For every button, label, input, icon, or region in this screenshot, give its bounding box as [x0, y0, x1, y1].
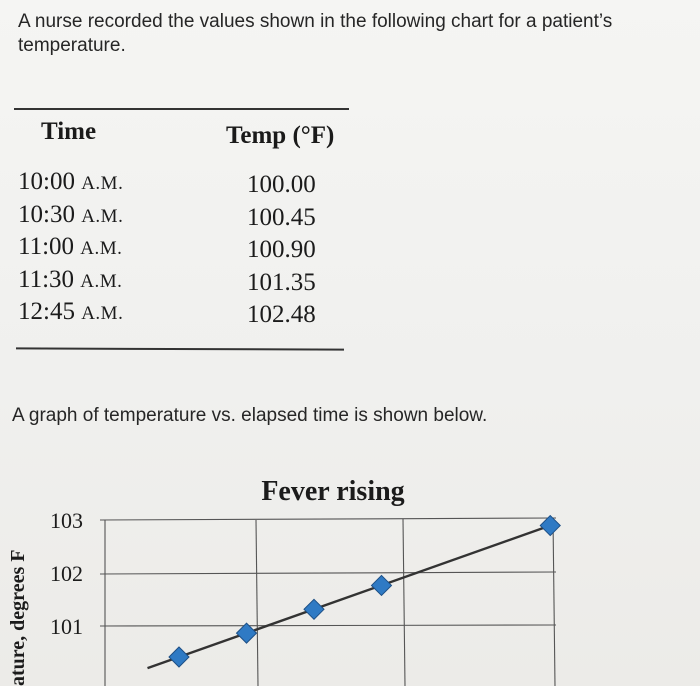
data-point-marker	[303, 598, 325, 621]
temperature-table: Time Temp (°F) 10:00 A.M. 100.00 10:30 A…	[14, 108, 349, 353]
row-temp: 100.90	[247, 236, 316, 263]
gridline-horizontal	[99, 571, 557, 575]
table-top-rule	[14, 108, 349, 110]
table-row: 11:30 A.M. 101.35	[18, 266, 348, 299]
row-time: 12:45	[18, 298, 75, 325]
gridline-horizontal	[99, 624, 557, 627]
gridline-right	[552, 517, 556, 686]
chart-title: Fever rising	[261, 476, 404, 507]
row-time: 11:00	[18, 233, 75, 260]
trend-line	[147, 522, 558, 670]
fever-chart: Fever rising ature, degrees F 103 102 10…	[7, 476, 561, 686]
y-tick-label: 103	[50, 508, 83, 533]
gridline-top	[99, 517, 557, 521]
data-point-marker	[370, 574, 393, 597]
row-temp: 101.35	[247, 268, 316, 296]
table-row: 11:00 A.M. 100.90	[18, 233, 348, 266]
row-time: 10:00	[18, 168, 75, 195]
data-point-marker	[168, 646, 190, 668]
data-point-marker	[235, 622, 258, 644]
table-bottom-rule	[15, 347, 345, 351]
table-rows: 10:00 A.M. 100.00 10:30 A.M. 100.45 11:0…	[18, 168, 348, 331]
row-ampm: A.M.	[81, 303, 124, 324]
row-time: 10:30	[18, 200, 75, 228]
gridline-vertical	[255, 519, 259, 686]
row-ampm: A.M.	[81, 205, 124, 227]
question-text: A nurse recorded the values shown in the…	[18, 11, 613, 56]
table-row: 10:30 A.M. 100.45	[18, 201, 348, 234]
table-row: 10:00 A.M. 100.00	[18, 168, 348, 201]
header-temp: Temp (°F)	[226, 122, 335, 149]
row-ampm: A.M.	[80, 270, 123, 292]
y-tick-label: 101	[50, 614, 83, 639]
row-ampm: A.M.	[81, 173, 124, 194]
header-time: Time	[41, 118, 97, 145]
row-temp: 100.00	[247, 171, 316, 198]
row-temp: 100.45	[247, 203, 316, 231]
gridline-vertical	[402, 518, 406, 686]
graph-caption: A graph of temperature vs. elapsed time …	[12, 405, 488, 426]
data-point-marker	[539, 514, 561, 537]
row-time: 11:30	[18, 265, 75, 293]
row-ampm: A.M.	[80, 238, 123, 259]
row-temp: 102.48	[247, 301, 316, 328]
y-axis-label: ature, degrees F	[7, 550, 29, 686]
y-tick-label: 102	[50, 561, 83, 586]
data-points	[168, 514, 561, 668]
table-row: 12:45 A.M. 102.48	[18, 298, 348, 331]
